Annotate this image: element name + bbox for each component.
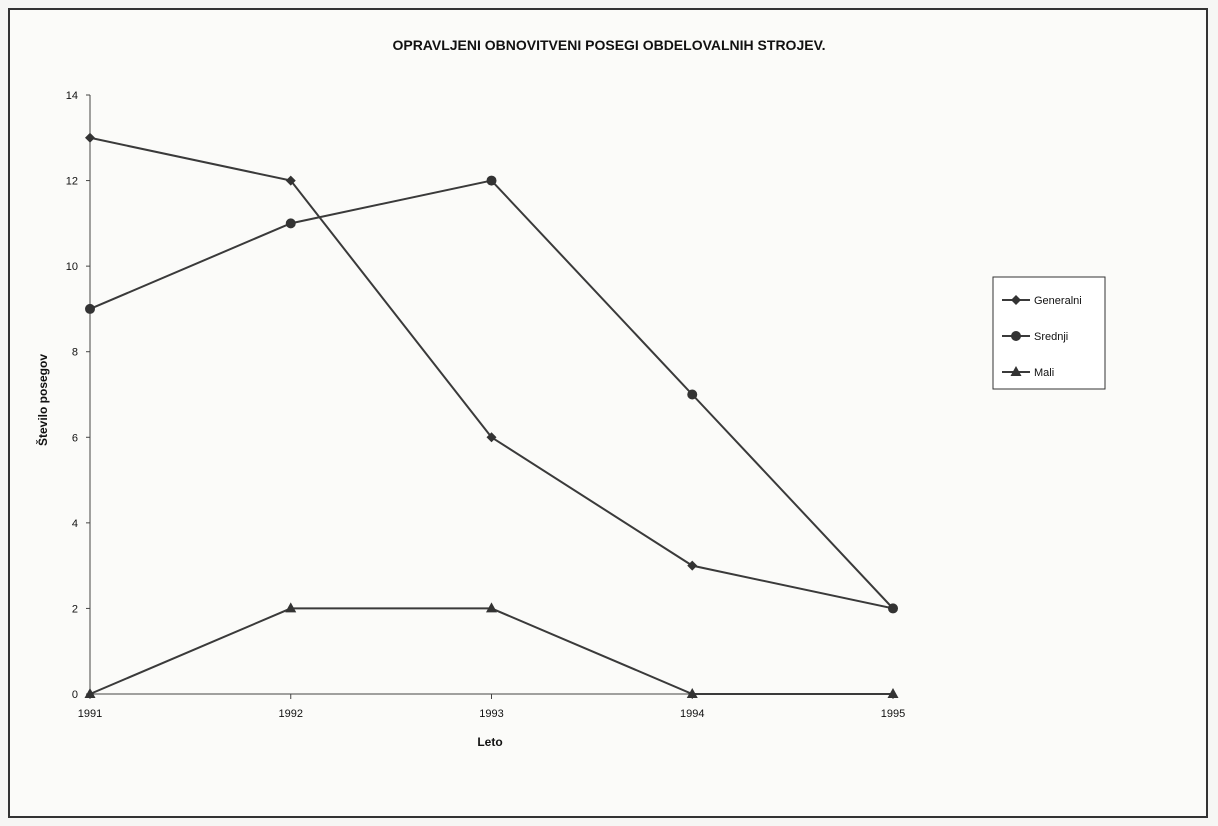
legend-marker (1011, 331, 1021, 341)
y-tick-label: 12 (66, 176, 78, 188)
x-axis-label: Leto (477, 735, 502, 749)
series-line (89, 179, 894, 610)
chart-frame (8, 8, 1208, 818)
legend-label: Generalni (1034, 295, 1082, 307)
y-tick-label: 2 (72, 603, 78, 615)
legend-marker (1010, 366, 1022, 376)
legend: Generalni Srednji Mali (992, 276, 1106, 390)
x-tick-label: 1994 (680, 708, 704, 720)
y-tick-label: 4 (72, 518, 78, 530)
data-point (285, 175, 296, 186)
series-line (89, 607, 893, 695)
data-point (486, 175, 497, 186)
data-point (85, 132, 95, 143)
x-tick-label: 1992 (279, 708, 303, 720)
data-point (85, 303, 95, 314)
axes: 0 2 4 6 8 10 12 14 1991 1992 1993 1994 1995 (66, 90, 905, 720)
legend-label: Srednji (1034, 331, 1068, 343)
data-point (486, 602, 497, 613)
data-point (486, 432, 497, 443)
y-tick-label: 6 (72, 432, 78, 444)
y-tick-label: 0 (72, 689, 78, 701)
data-point (84, 688, 96, 698)
series-group (84, 132, 899, 698)
x-tick-label: 1993 (479, 708, 503, 720)
legend-item: Srednji (1002, 331, 1068, 343)
legend-item: Generalni (1002, 295, 1082, 307)
x-tick-label: 1995 (881, 708, 905, 720)
legend-label: Mali (1034, 367, 1054, 379)
series-mali (84, 602, 899, 698)
y-tick-label: 10 (66, 261, 78, 273)
data-point (687, 560, 698, 571)
data-point (887, 688, 899, 698)
chart-title: OPRAVLJENI OBNOVITVENI POSEGI OBDELOVALN… (392, 37, 825, 53)
legend-box (992, 276, 1106, 390)
series-line (89, 136, 894, 610)
series-generalni (85, 132, 898, 614)
data-point (687, 389, 698, 400)
data-point (888, 603, 898, 614)
data-point (285, 602, 297, 613)
data-point (285, 218, 296, 229)
series-srednji (85, 175, 898, 614)
y-axis-label: Število posegov (35, 354, 50, 446)
y-tick-label: 8 (72, 347, 78, 359)
legend-marker (1011, 295, 1021, 305)
x-tick-label: 1991 (78, 708, 102, 720)
y-tick-label: 14 (66, 90, 78, 102)
data-point (686, 688, 698, 698)
legend-item: Mali (1002, 366, 1054, 379)
